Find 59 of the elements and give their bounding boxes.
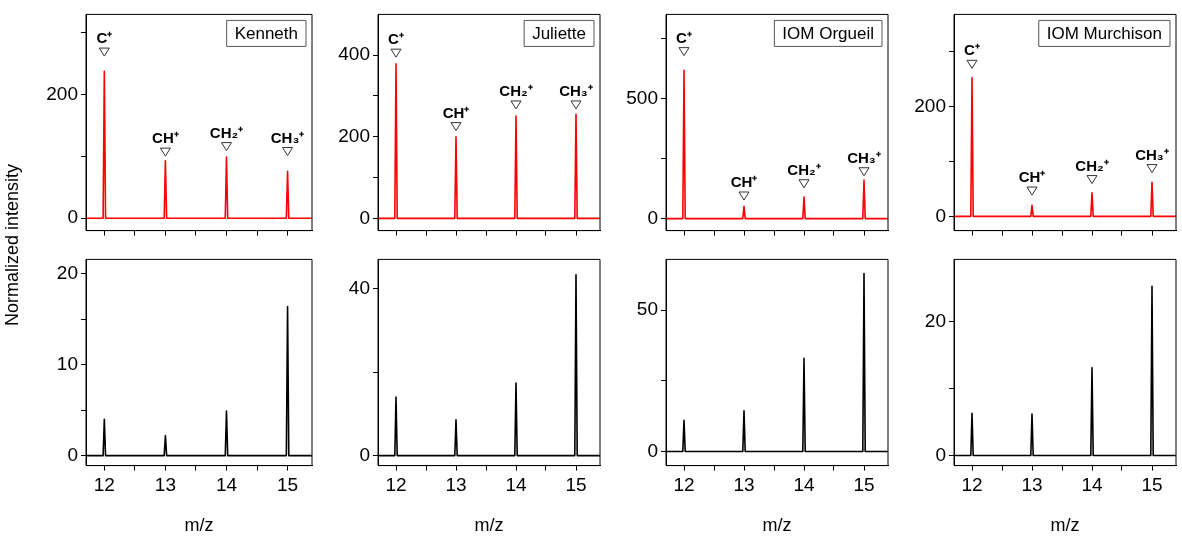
- y-tick-label: 20: [924, 309, 946, 331]
- y-tick-label: 0: [647, 206, 658, 228]
- y-tick-label: 0: [359, 206, 370, 228]
- y-tick-label: 0: [935, 443, 946, 465]
- x-tick-label: 15: [277, 474, 299, 496]
- y-tick-label: 200: [914, 94, 946, 116]
- x-tick-label: 13: [154, 474, 176, 496]
- x-axis-title: m/z: [184, 515, 214, 536]
- annotation: CH₃⁺: [270, 128, 305, 146]
- annotation: CH₂⁺: [499, 81, 533, 99]
- x-tick-label: 15: [1141, 474, 1163, 496]
- y-tick-label: 200: [46, 82, 78, 104]
- y-tick-label: 0: [67, 443, 78, 465]
- text: Kenneth: [234, 24, 299, 44]
- annotation: CH₃⁺: [1135, 145, 1169, 163]
- text: Juliette: [532, 24, 587, 44]
- annotation: CH₂⁺: [1075, 156, 1109, 174]
- y-tick-label: 10: [56, 353, 78, 375]
- text: IOM Orgueil: [782, 24, 875, 44]
- x-tick-label: 14: [505, 474, 527, 496]
- annotation: C⁺: [964, 41, 980, 59]
- y-tick-label: 50: [636, 298, 658, 320]
- text: IOM Murchison: [1046, 24, 1162, 44]
- y-tick-label: 500: [626, 86, 658, 108]
- x-tick-label: 15: [565, 474, 587, 496]
- y-tick-label: 0: [647, 439, 658, 461]
- annotation: C⁺: [388, 30, 404, 48]
- annotation: CH⁺: [730, 173, 758, 191]
- y-tick-label: 40: [348, 276, 370, 298]
- x-tick-label: 12: [93, 474, 115, 496]
- x-tick-label: 14: [215, 474, 238, 496]
- x-tick-label: 13: [733, 474, 755, 496]
- x-tick-label: 13: [1021, 474, 1043, 496]
- x-tick-label: 14: [793, 474, 815, 496]
- annotation: CH₂⁺: [209, 123, 244, 141]
- x-tick-label: 13: [445, 474, 467, 496]
- y-tick-label: 20: [56, 262, 78, 284]
- annotation: CH₃⁺: [559, 81, 593, 99]
- y-tick-label: 0: [67, 206, 78, 228]
- x-axis-title: m/z: [762, 515, 792, 536]
- annotation: CH⁺: [442, 103, 470, 121]
- y-tick-label: 400: [338, 43, 370, 65]
- annotation: CH⁺: [152, 129, 179, 147]
- y-tick-label: 200: [338, 125, 370, 147]
- x-tick-label: 12: [673, 474, 695, 496]
- annotation: C⁺: [96, 29, 113, 47]
- x-axis-title: m/z: [1050, 515, 1080, 536]
- annotation: CH₃⁺: [847, 148, 881, 166]
- annotation: C⁺: [676, 28, 692, 46]
- annotation: CH₂⁺: [787, 160, 821, 178]
- x-tick-label: 14: [1081, 474, 1103, 496]
- x-tick-label: 15: [853, 474, 875, 496]
- x-tick-label: 12: [961, 474, 983, 496]
- y-tick-label: 0: [935, 204, 946, 226]
- annotation: CH⁺: [1018, 168, 1046, 186]
- x-tick-label: 12: [385, 474, 407, 496]
- x-axis-title: m/z: [474, 515, 504, 536]
- y-axis-title: Normalized intensity: [2, 162, 23, 329]
- y-tick-label: 0: [359, 443, 370, 465]
